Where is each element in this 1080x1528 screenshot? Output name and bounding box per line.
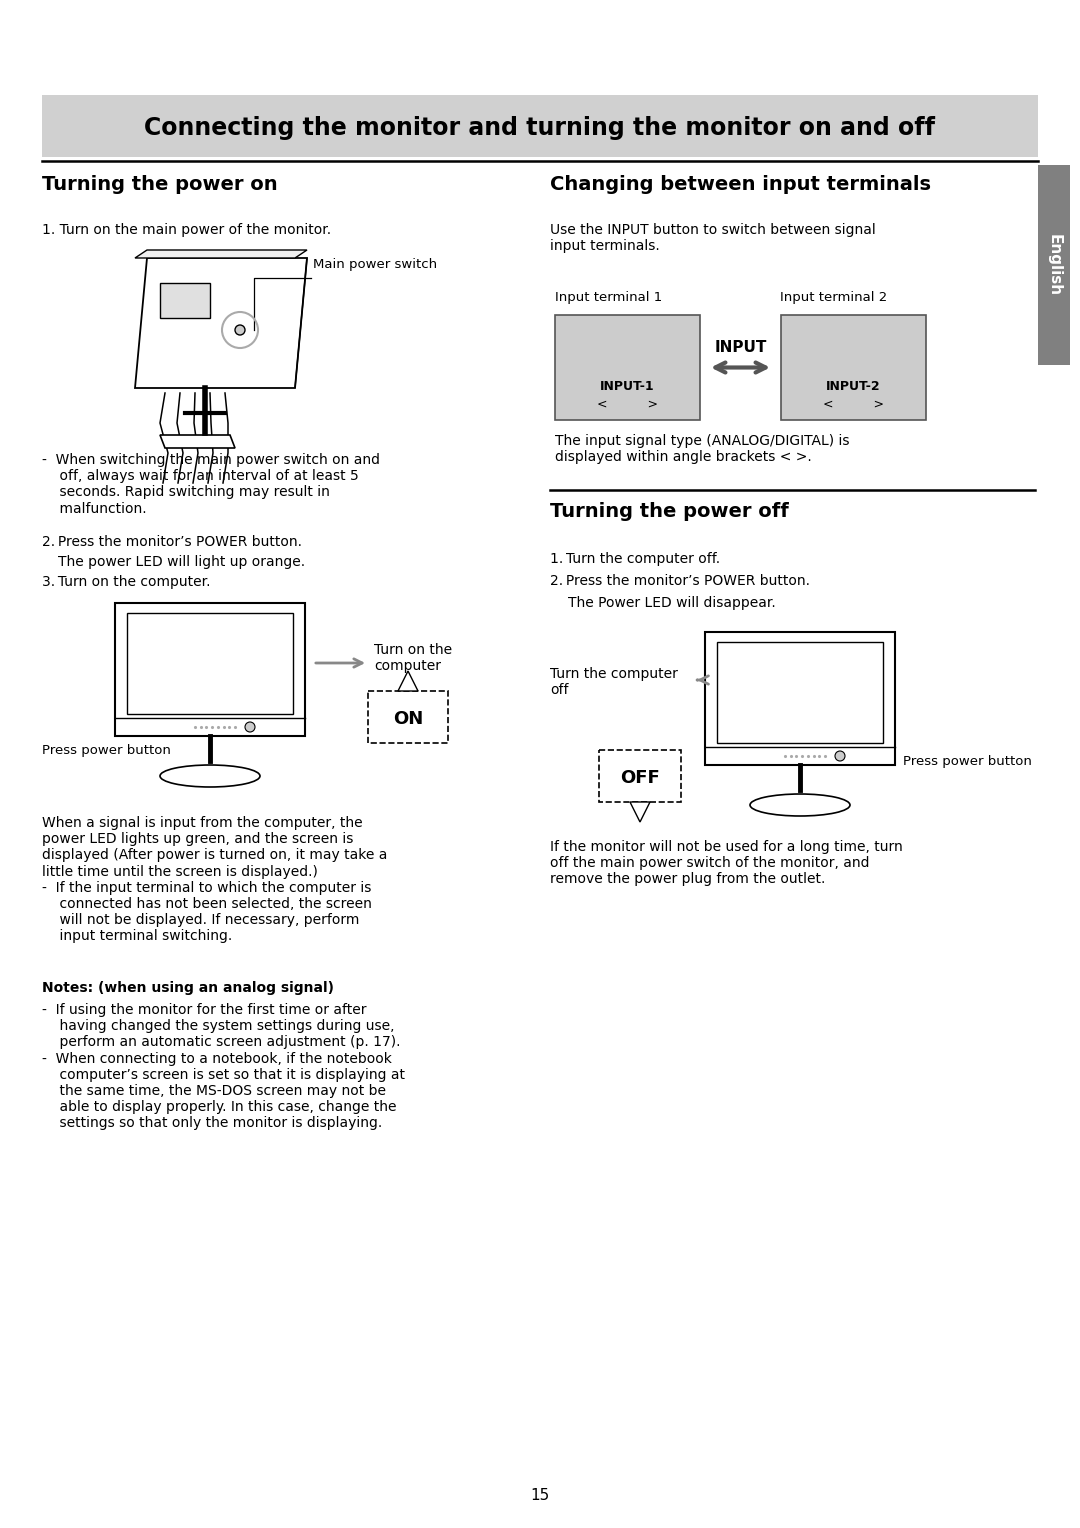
- Bar: [705, 633, 895, 766]
- Ellipse shape: [160, 766, 260, 787]
- Bar: [160, 283, 210, 318]
- Ellipse shape: [750, 795, 850, 816]
- Circle shape: [235, 325, 245, 335]
- Polygon shape: [630, 802, 650, 822]
- Text: INPUT-1: INPUT-1: [600, 380, 654, 393]
- Text: Turn on the
computer: Turn on the computer: [374, 643, 453, 674]
- Text: Main power switch: Main power switch: [313, 258, 437, 270]
- Text: If the monitor will not be used for a long time, turn
off the main power switch : If the monitor will not be used for a lo…: [550, 840, 903, 886]
- Polygon shape: [135, 258, 307, 388]
- Text: INPUT: INPUT: [714, 339, 767, 354]
- Circle shape: [835, 750, 845, 761]
- Text: Changing between input terminals: Changing between input terminals: [550, 176, 931, 194]
- Text: <          >: < >: [597, 397, 658, 411]
- Bar: [114, 604, 305, 736]
- Text: <          >: < >: [823, 397, 885, 411]
- Text: The power LED will light up orange.: The power LED will light up orange.: [58, 555, 306, 568]
- Polygon shape: [399, 671, 418, 691]
- Bar: [599, 750, 681, 802]
- Bar: [42, 95, 1038, 157]
- Text: 2. Press the monitor’s POWER button.: 2. Press the monitor’s POWER button.: [42, 535, 302, 549]
- Text: ON: ON: [393, 711, 423, 727]
- Text: When a signal is input from the computer, the
power LED lights up green, and the: When a signal is input from the computer…: [42, 816, 388, 943]
- Text: 1. Turn on the main power of the monitor.: 1. Turn on the main power of the monitor…: [42, 223, 332, 237]
- Polygon shape: [160, 435, 235, 448]
- Text: Turning the power off: Turning the power off: [550, 503, 788, 521]
- Bar: [555, 315, 700, 420]
- Bar: [127, 613, 293, 714]
- Text: -  If using the monitor for the first time or after
    having changed the syste: - If using the monitor for the first tim…: [42, 1002, 405, 1131]
- Text: OFF: OFF: [620, 769, 660, 787]
- Polygon shape: [135, 251, 307, 258]
- Bar: [717, 642, 883, 743]
- Circle shape: [245, 723, 255, 732]
- Text: Use the INPUT button to switch between signal
input terminals.: Use the INPUT button to switch between s…: [550, 223, 876, 254]
- Text: Turning the power on: Turning the power on: [42, 176, 278, 194]
- Text: Press power button: Press power button: [903, 755, 1031, 769]
- Text: 15: 15: [530, 1488, 550, 1504]
- Text: Input terminal 1: Input terminal 1: [555, 290, 662, 304]
- Bar: [1038, 165, 1070, 365]
- Text: Turn the computer
off: Turn the computer off: [550, 668, 678, 697]
- Text: 1. Turn the computer off.: 1. Turn the computer off.: [550, 552, 720, 565]
- Text: Notes: (when using an analog signal): Notes: (when using an analog signal): [42, 981, 334, 995]
- Text: Input terminal 2: Input terminal 2: [780, 290, 888, 304]
- Polygon shape: [295, 258, 307, 388]
- Text: Press power button: Press power button: [42, 744, 171, 756]
- Text: -  When switching the main power switch on and
    off, always wait for an inter: - When switching the main power switch o…: [42, 452, 380, 515]
- Bar: [368, 691, 448, 743]
- Text: English: English: [1047, 234, 1062, 296]
- Text: The Power LED will disappear.: The Power LED will disappear.: [568, 596, 775, 610]
- Text: Connecting the monitor and turning the monitor on and off: Connecting the monitor and turning the m…: [145, 116, 935, 141]
- Bar: [781, 315, 926, 420]
- Text: INPUT-2: INPUT-2: [826, 380, 881, 393]
- Text: The input signal type (ANALOG/DIGITAL) is
displayed within angle brackets < >.: The input signal type (ANALOG/DIGITAL) i…: [555, 434, 850, 465]
- Text: 2. Press the monitor’s POWER button.: 2. Press the monitor’s POWER button.: [550, 575, 810, 588]
- Text: 3. Turn on the computer.: 3. Turn on the computer.: [42, 575, 211, 588]
